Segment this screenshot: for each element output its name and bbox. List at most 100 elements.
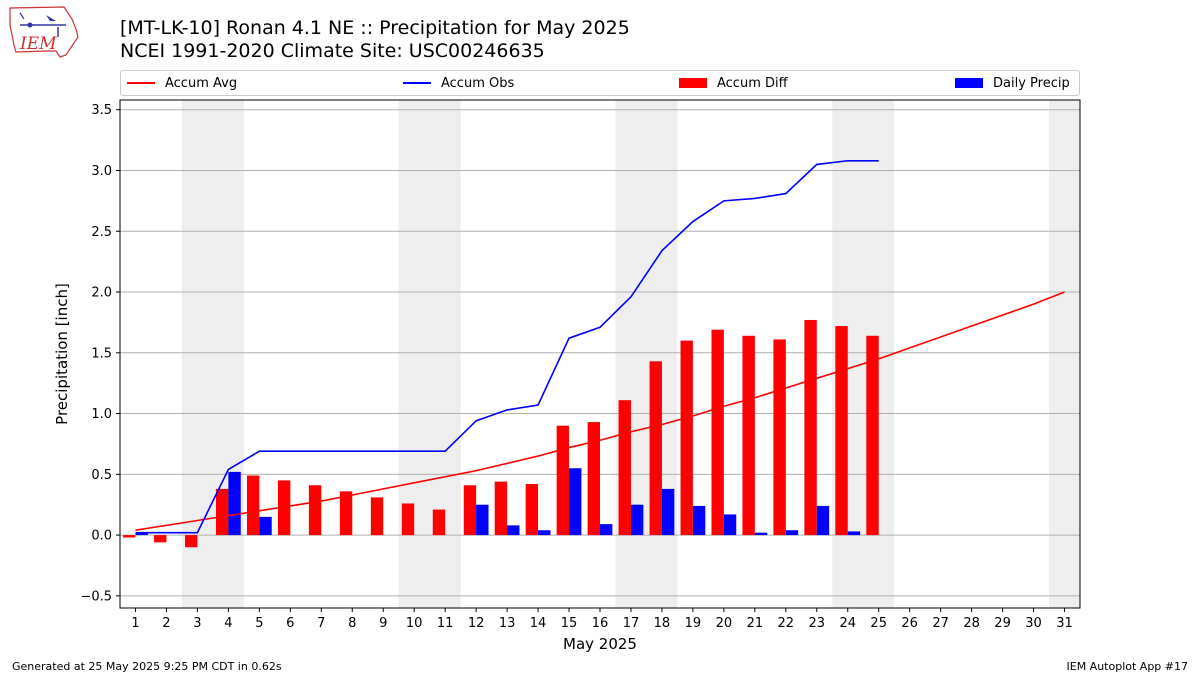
legend-swatch-accum-avg xyxy=(127,82,155,84)
x-tick-label: 19 xyxy=(685,616,702,631)
daily-precip-bar xyxy=(476,504,489,536)
legend-swatch-accum-diff xyxy=(679,78,707,88)
daily-precip-bar xyxy=(600,524,613,536)
daily-precip-bar xyxy=(228,471,241,536)
accum-diff-bar xyxy=(401,503,415,536)
accum-diff-bar xyxy=(556,425,570,536)
accum-obs-line xyxy=(135,159,879,534)
legend-label-accum-avg: Accum Avg xyxy=(165,75,238,91)
accum-diff-bar xyxy=(216,488,229,536)
x-tick-label: 13 xyxy=(499,616,516,631)
x-tick-label: 4 xyxy=(224,616,232,631)
y-tick-label: 2.0 xyxy=(91,286,112,301)
legend-item-accum-diff: Accum Diff xyxy=(679,71,788,95)
x-tick-label: 18 xyxy=(654,616,671,631)
accum-diff-bar xyxy=(525,484,539,536)
y-tick-label: 0.0 xyxy=(91,529,112,544)
accum-diff-bar xyxy=(742,335,755,536)
x-tick-label: 16 xyxy=(592,616,609,631)
x-tick-label: 30 xyxy=(1025,616,1042,631)
legend-swatch-accum-obs xyxy=(403,82,431,84)
y-tick-label: 1.0 xyxy=(91,407,112,422)
accum-diff-bar xyxy=(649,361,662,536)
accum-diff-bar xyxy=(680,340,693,536)
x-tick-label: 9 xyxy=(379,616,387,631)
daily-precip-bar xyxy=(847,531,861,536)
accum-diff-bar xyxy=(587,422,600,536)
x-tick-label: 8 xyxy=(348,616,356,631)
x-tick-label: 3 xyxy=(193,616,201,631)
accum-diff-bar xyxy=(618,400,631,536)
x-tick-label: 26 xyxy=(901,616,918,631)
footer-app: IEM Autoplot App #17 xyxy=(1066,660,1189,673)
accum-diff-bar xyxy=(835,326,848,536)
legend-item-accum-avg: Accum Avg xyxy=(127,71,237,95)
y-tick-label: −0.5 xyxy=(80,589,112,604)
daily-precip-bar xyxy=(538,530,551,536)
x-tick-label: 24 xyxy=(839,616,856,631)
accum-diff-bar xyxy=(866,335,879,536)
accum-diff-bar xyxy=(463,485,477,536)
x-tick-label: 23 xyxy=(809,616,826,631)
x-tick-label: 5 xyxy=(255,616,263,631)
accum-diff-bar xyxy=(277,480,291,536)
daily-precip-bar xyxy=(661,488,675,536)
y-tick-label: 2.5 xyxy=(91,225,112,240)
daily-precip-bar xyxy=(630,504,644,536)
accum-diff-bar xyxy=(339,491,353,536)
x-tick-label: 15 xyxy=(561,616,578,631)
x-tick-label: 20 xyxy=(716,616,733,631)
x-tick-label: 11 xyxy=(437,616,454,631)
accum-diff-bar xyxy=(804,319,817,536)
x-tick-label: 28 xyxy=(963,616,980,631)
accum-diff-bar xyxy=(246,475,260,536)
x-tick-label: 2 xyxy=(162,616,170,631)
iem-logo-graphic: IEM xyxy=(9,6,79,58)
accum-diff-bar xyxy=(432,509,446,536)
accum-diff-bar xyxy=(123,535,136,538)
x-tick-label: 21 xyxy=(747,616,764,631)
accum-diff-bar xyxy=(494,481,508,536)
x-tick-label: 31 xyxy=(1056,616,1073,631)
legend-label-daily-precip: Daily Precip xyxy=(993,75,1070,91)
chart-title: [MT-LK-10] Ronan 4.1 NE :: Precipitation… xyxy=(120,17,630,39)
daily-precip-bar xyxy=(569,468,582,536)
x-tick-label: 7 xyxy=(317,616,325,631)
accum-diff-bar xyxy=(185,535,198,548)
y-tick-label: 3.5 xyxy=(91,103,112,118)
x-tick-label: 1 xyxy=(131,616,139,631)
daily-precip-bar xyxy=(816,505,830,536)
y-tick-label: 0.5 xyxy=(91,468,112,483)
legend-item-accum-obs: Accum Obs xyxy=(403,71,514,95)
x-tick-label: 17 xyxy=(623,616,640,631)
daily-precip-bar xyxy=(692,505,706,536)
daily-precip-bar xyxy=(507,525,520,536)
legend-item-daily-precip: Daily Precip xyxy=(955,71,1070,95)
footer-generated: Generated at 25 May 2025 9:25 PM CDT in … xyxy=(12,660,282,673)
legend-label-accum-obs: Accum Obs xyxy=(441,75,515,91)
logo-text: IEM xyxy=(19,34,57,54)
legend: Accum Avg Accum Obs Accum Diff Daily Pre… xyxy=(120,70,1080,96)
daily-precip-bar xyxy=(259,516,272,536)
daily-precip-bar xyxy=(785,530,799,536)
y-tick-label: 3.0 xyxy=(91,164,112,179)
weekend-shading xyxy=(1049,100,1080,608)
daily-precip-bar xyxy=(135,532,148,536)
y-tick-label: 1.5 xyxy=(91,346,112,361)
chart-subtitle: NCEI 1991-2020 Climate Site: USC00246635 xyxy=(120,40,545,62)
daily-precip-bar xyxy=(754,532,768,536)
accum-diff-bar xyxy=(773,339,786,536)
accum-diff-bar xyxy=(154,535,167,543)
x-tick-label: 22 xyxy=(778,616,795,631)
x-tick-label: 25 xyxy=(870,616,887,631)
x-tick-label: 29 xyxy=(994,616,1011,631)
accum-diff-bar xyxy=(711,329,724,536)
x-tick-label: 12 xyxy=(468,616,485,631)
x-tick-label: 27 xyxy=(932,616,949,631)
x-tick-label: 14 xyxy=(530,616,547,631)
accum-avg-line xyxy=(135,291,1065,532)
x-tick-label: 6 xyxy=(286,616,294,631)
accum-diff-bar xyxy=(370,497,384,536)
y-axis-label: Precipitation [inch] xyxy=(53,283,71,425)
